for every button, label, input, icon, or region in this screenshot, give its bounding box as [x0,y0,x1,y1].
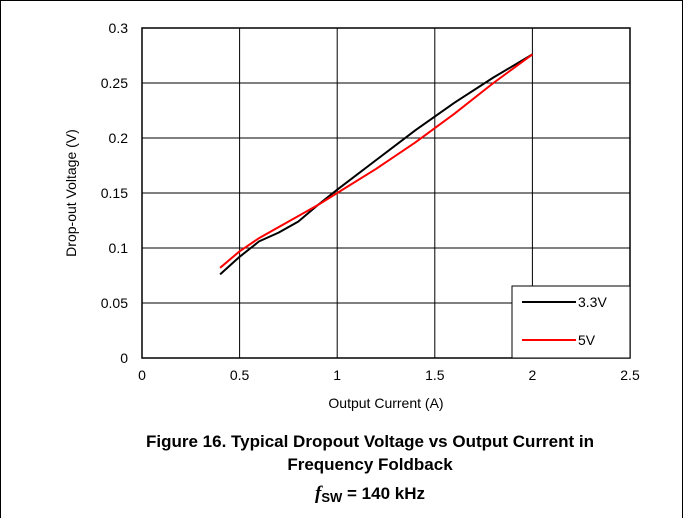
legend-label: 5V [578,332,596,348]
x-tick-label: 2 [529,367,537,383]
x-tick-label: 1.5 [425,367,445,383]
figure-caption-line1: Figure 16. Typical Dropout Voltage vs Ou… [60,431,680,453]
y-tick-label: 0.2 [109,130,129,146]
fsw-value: = 140 kHz [342,484,425,503]
x-tick-label: 2.5 [620,367,640,383]
legend-label: 3.3V [578,294,607,310]
y-tick-label: 0 [120,350,128,366]
y-tick-label: 0.05 [101,295,128,311]
x-tick-label: 1 [333,367,341,383]
y-axis-label: Drop-out Voltage (V) [63,129,79,257]
dropout-voltage-chart: 0 0.5 1 1.5 2 2.5 0 0.05 0.1 0.15 0.2 0.25 0.3 Output… [0,0,683,430]
switching-frequency-caption: fSW = 140 kHz [60,483,680,505]
y-tick-label: 0.15 [101,185,128,201]
x-tick-label: 0.5 [230,367,250,383]
x-tick-label: 0 [138,367,146,383]
y-tick-label: 0.1 [109,240,129,256]
x-axis-label: Output Current (A) [328,395,443,411]
legend-box [512,286,630,358]
fsw-subscript: SW [321,490,342,505]
figure-caption-line2: Frequency Foldback [60,454,680,476]
y-tick-label: 0.3 [109,20,129,36]
y-tick-label: 0.25 [101,75,128,91]
series-line-33v [220,54,532,274]
